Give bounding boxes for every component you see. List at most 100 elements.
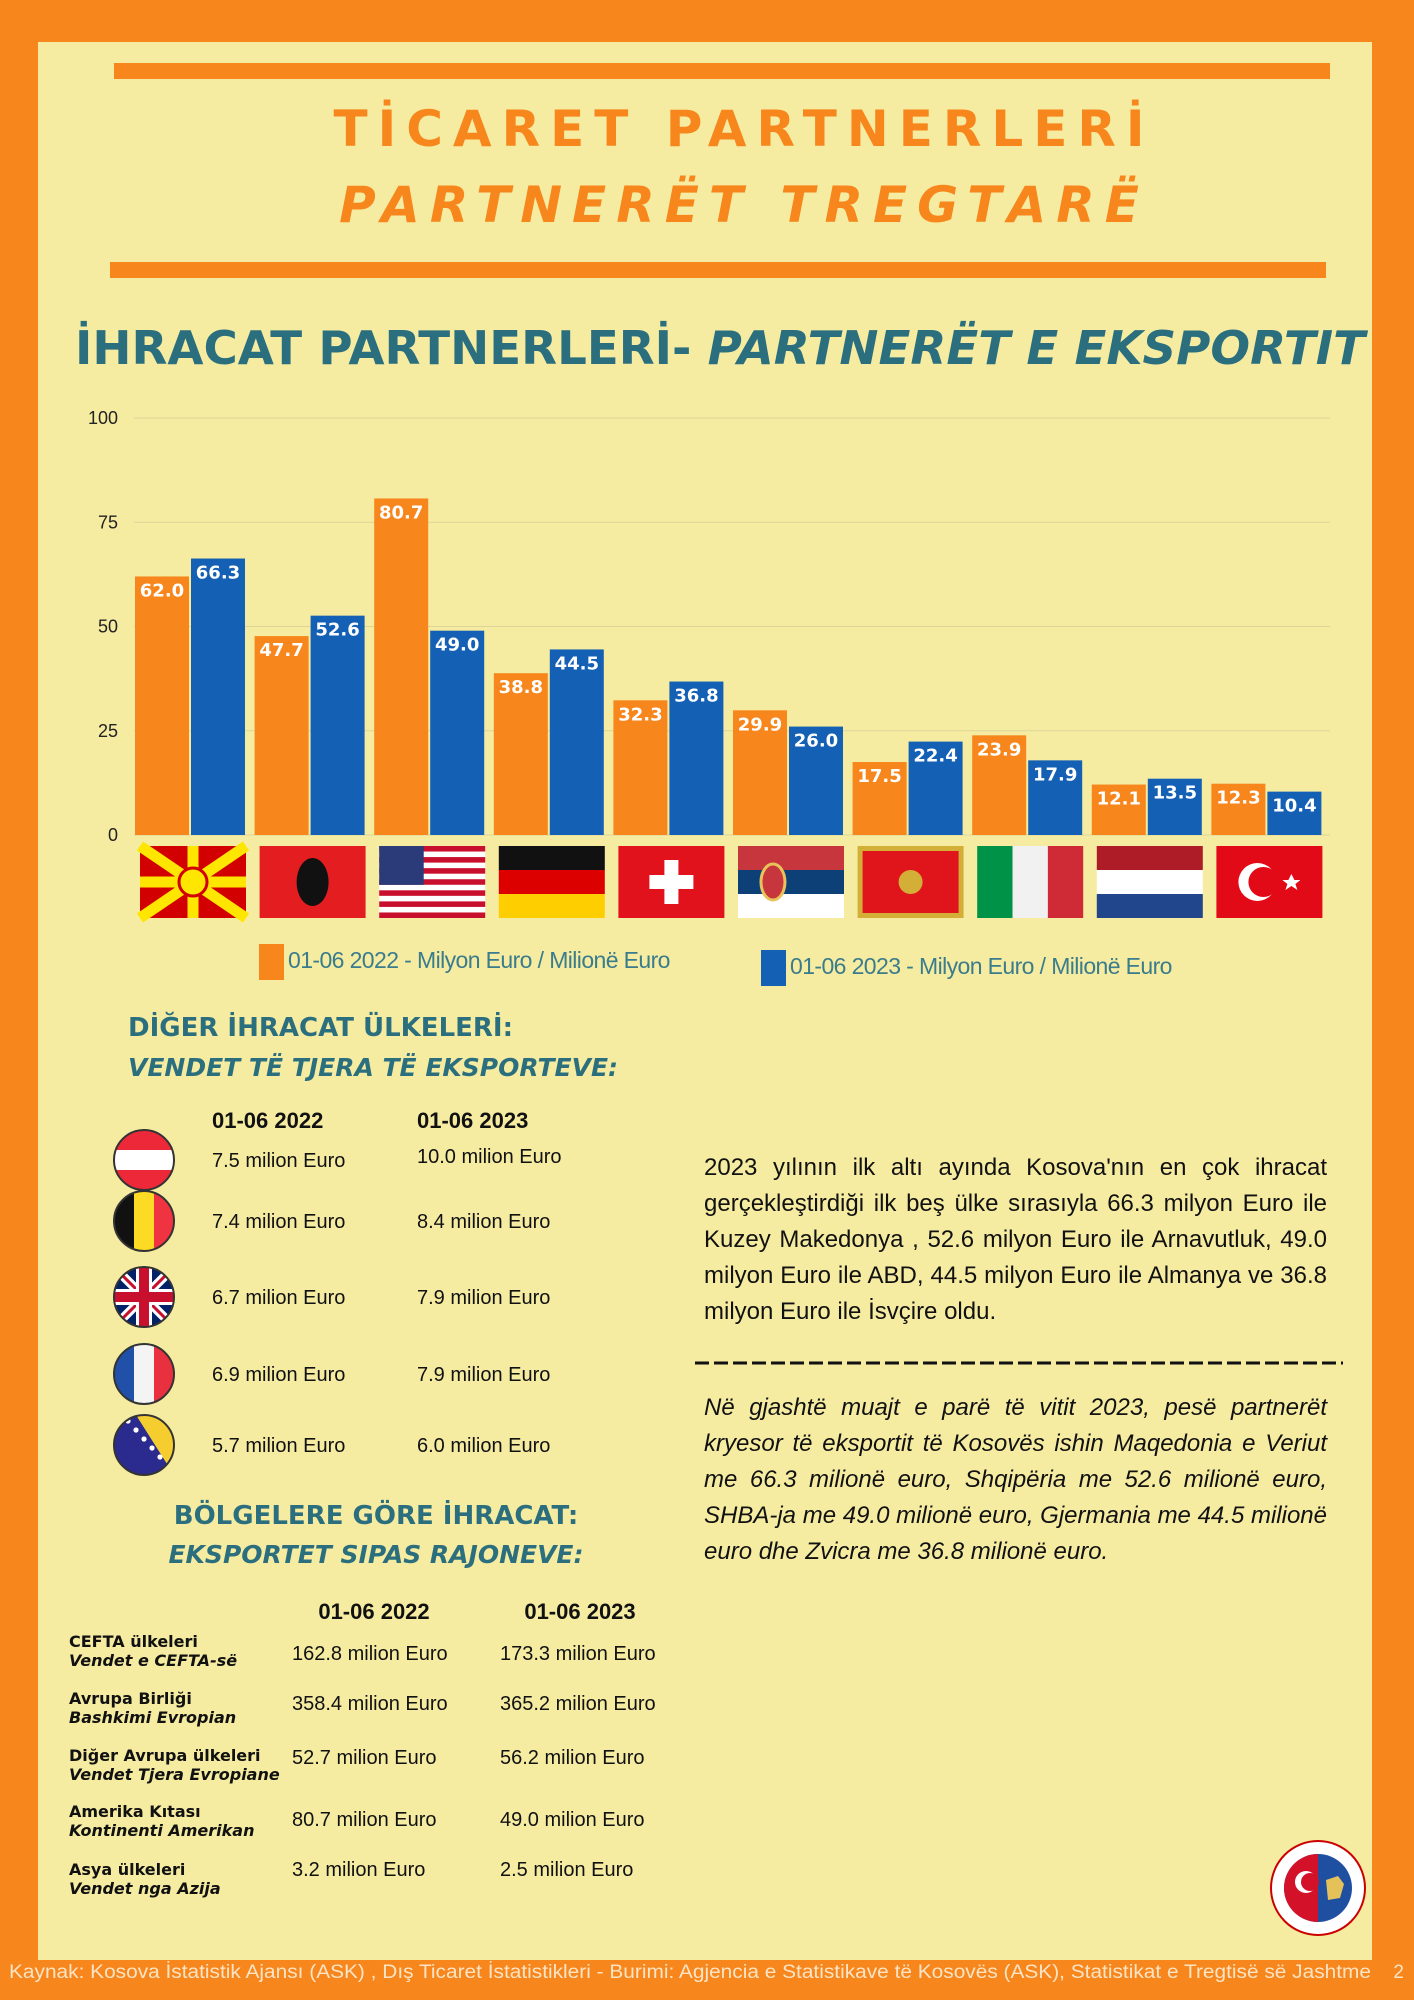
flag-part bbox=[498, 870, 605, 894]
round-flag-rim bbox=[113, 1266, 175, 1328]
bar bbox=[789, 726, 843, 835]
flag-part bbox=[379, 879, 486, 885]
region-name-alt: Bashkimi Evropian bbox=[69, 1708, 236, 1727]
legend-swatch bbox=[761, 950, 786, 986]
bar bbox=[1211, 783, 1266, 835]
y-tick-label: 100 bbox=[88, 408, 118, 428]
logo bbox=[1270, 1840, 1366, 1936]
region-name: CEFTA ülkeleri bbox=[69, 1632, 198, 1651]
flag-part bbox=[157, 1454, 163, 1460]
bar-value-label: 29.9 bbox=[738, 714, 782, 735]
bar bbox=[972, 735, 1027, 835]
flag-part bbox=[379, 890, 486, 896]
cell: 2.5 milion Euro bbox=[500, 1859, 633, 1881]
cell: 6.7 milion Euro bbox=[212, 1287, 345, 1309]
column-header: 01-06 2023 bbox=[417, 1108, 528, 1133]
flag-part bbox=[1047, 846, 1084, 918]
legend-label: 01-06 2023 - Milyon Euro / Milionë Euro bbox=[790, 953, 1172, 979]
chart-title-part: İHRACAT PARTNERLERİ- bbox=[75, 321, 708, 375]
flag-part bbox=[1096, 894, 1203, 918]
flag-part bbox=[114, 1150, 174, 1170]
bar bbox=[1028, 760, 1083, 835]
flag-part bbox=[498, 894, 605, 918]
y-tick-label: 0 bbox=[108, 825, 118, 845]
bar bbox=[613, 700, 668, 835]
bar bbox=[1147, 778, 1202, 835]
bar bbox=[908, 741, 963, 835]
bar bbox=[430, 630, 485, 835]
bar-value-label: 10.4 bbox=[1272, 796, 1316, 817]
column-header: 01-06 2022 bbox=[318, 1599, 429, 1624]
bar-value-label: 44.5 bbox=[555, 653, 599, 674]
bar-value-label: 36.8 bbox=[674, 686, 718, 707]
flag-part bbox=[1012, 846, 1048, 918]
flag-part bbox=[759, 862, 787, 902]
bar bbox=[852, 762, 907, 835]
flag-part bbox=[1248, 867, 1279, 897]
bar-value-label: 38.8 bbox=[499, 677, 543, 698]
flag-part bbox=[738, 870, 844, 894]
flag-part bbox=[379, 846, 424, 885]
panel bbox=[38, 42, 1372, 1960]
flag-part bbox=[177, 866, 209, 898]
bar-value-label: 12.3 bbox=[1216, 788, 1260, 809]
round-flag bbox=[114, 1130, 174, 1190]
region-name-alt: Vendet nga Azija bbox=[69, 1879, 221, 1898]
bar bbox=[669, 681, 724, 835]
region-name: Asya ülkeleri bbox=[69, 1860, 185, 1879]
chart-title: İHRACAT PARTNERLERİ- PARTNERËT E EKSPORT… bbox=[75, 321, 1369, 375]
region-name-alt: Vendet Tjera Evropiane bbox=[69, 1765, 280, 1784]
page-title: TİCARET PARTNERLERİ bbox=[333, 100, 1154, 158]
bar-value-label: 66.3 bbox=[196, 563, 240, 584]
bar-value-label: 62.0 bbox=[140, 580, 184, 601]
bar-value-label: 12.1 bbox=[1097, 789, 1141, 810]
bar-value-label: 52.6 bbox=[315, 620, 359, 641]
bar-value-label: 47.7 bbox=[259, 640, 303, 661]
flag-part bbox=[738, 894, 844, 918]
region-name: Diğer Avrupa ülkeleri bbox=[69, 1746, 261, 1765]
cell: 6.0 milion Euro bbox=[417, 1435, 550, 1457]
page-subtitle: PARTNERËT TREGTARË bbox=[339, 176, 1149, 234]
legend-swatch bbox=[259, 944, 284, 980]
cell: 3.2 milion Euro bbox=[292, 1859, 425, 1881]
rule bbox=[114, 63, 1330, 79]
bar bbox=[733, 710, 787, 835]
cell: 7.4 milion Euro bbox=[212, 1211, 345, 1233]
bar bbox=[549, 649, 604, 835]
flag-part bbox=[1096, 870, 1203, 894]
flag-part bbox=[134, 1191, 154, 1251]
column-header: 01-06 2023 bbox=[524, 1599, 635, 1624]
bar-value-label: 32.3 bbox=[618, 704, 662, 725]
bar-value-label: 80.7 bbox=[379, 502, 423, 523]
logo-map bbox=[1326, 1876, 1344, 1900]
cell: 80.7 milion Euro bbox=[292, 1809, 437, 1831]
legend-label: 01-06 2022 - Milyon Euro / Milionë Euro bbox=[288, 947, 670, 973]
flag-part bbox=[296, 858, 329, 906]
bar bbox=[135, 576, 189, 835]
flag-part bbox=[141, 1436, 147, 1442]
cell: 162.8 milion Euro bbox=[292, 1643, 448, 1665]
section-subtitle: VENDET TË TJERA TË EKSPORTEVE: bbox=[128, 1052, 618, 1082]
cell: 173.3 milion Euro bbox=[500, 1643, 656, 1665]
y-tick-label: 75 bbox=[98, 512, 118, 532]
flag-part bbox=[649, 875, 694, 889]
round-flag-rim bbox=[113, 1190, 175, 1252]
section-subtitle: EKSPORTET SIPAS RAJONEVE: bbox=[168, 1540, 583, 1569]
region-name: Avrupa Birliği bbox=[69, 1689, 192, 1708]
bar-value-label: 17.5 bbox=[857, 766, 901, 787]
flag-part bbox=[1096, 846, 1203, 870]
column-header: 01-06 2022 bbox=[212, 1108, 323, 1133]
bar bbox=[254, 636, 309, 835]
summary-turkish: 2023 yılının ilk altı ayında Kosova'nın … bbox=[704, 1154, 1327, 1325]
bar bbox=[1267, 791, 1322, 835]
cell: 6.9 milion Euro bbox=[212, 1364, 345, 1386]
bar bbox=[374, 498, 429, 835]
flag-part bbox=[136, 1415, 174, 1475]
y-tick-label: 25 bbox=[98, 721, 118, 741]
region-name: Amerika Kıtası bbox=[69, 1802, 201, 1821]
round-flag-rim bbox=[113, 1414, 175, 1476]
section-title: DİĞER İHRACAT ÜLKELERİ: bbox=[128, 1010, 513, 1043]
round-flag bbox=[114, 1267, 174, 1327]
